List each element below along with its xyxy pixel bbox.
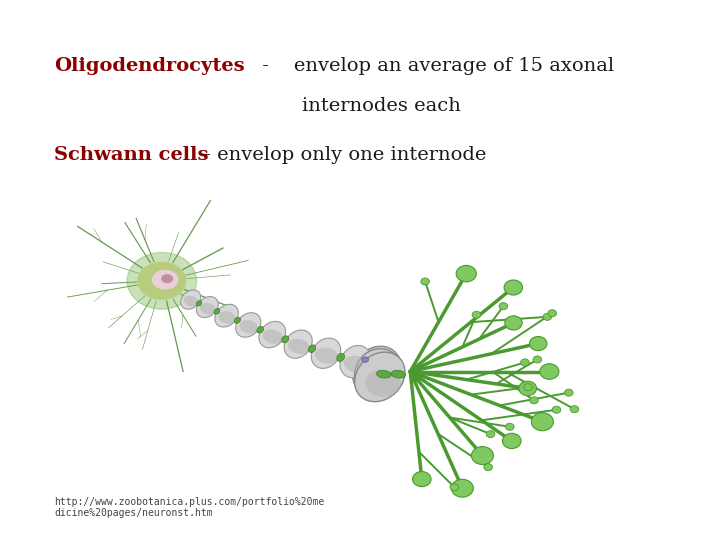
Text: - envelop only one internode: - envelop only one internode <box>198 146 487 164</box>
Text: internodes each: internodes each <box>302 97 462 115</box>
Text: http://www.zoobotanica.plus.com/portfolio%20me
dicine%20pages/neuronst.htm: http://www.zoobotanica.plus.com/portfoli… <box>54 497 324 518</box>
Text: Schwann cells: Schwann cells <box>54 146 209 164</box>
Text: Oligodendrocytes: Oligodendrocytes <box>54 57 245 75</box>
Text: -    envelop an average of 15 axonal: - envelop an average of 15 axonal <box>256 57 613 75</box>
